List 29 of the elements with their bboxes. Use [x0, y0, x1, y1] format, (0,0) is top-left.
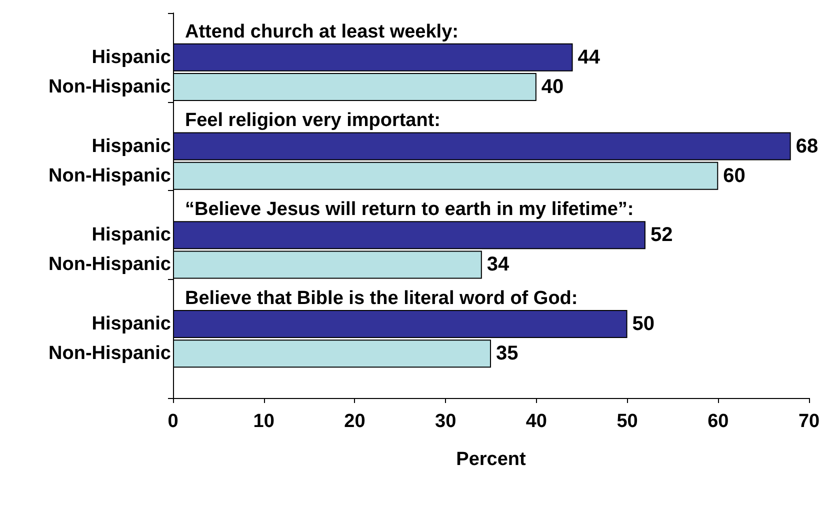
data-label: 44: [578, 46, 601, 68]
data-label: 34: [486, 254, 510, 276]
x-axis-title: Percent: [456, 449, 527, 470]
data-label: 60: [723, 164, 746, 187]
y-tick-label: Hispanic: [92, 136, 172, 157]
y-tick-label: Hispanic: [92, 46, 172, 68]
data-label: 50: [632, 312, 655, 335]
annotation: “Believe Jesus will return to earth in my lifetime”:: [185, 199, 634, 220]
data-label: 35: [496, 342, 518, 365]
data-label: 52: [650, 224, 673, 246]
y-tick-label: Hispanic: [92, 313, 172, 334]
y-tick-label: Non-Hispanic: [48, 343, 172, 364]
annotation: Attend church at least weekly:: [185, 21, 458, 42]
x-tick-label: 0: [168, 411, 178, 432]
x-tick-label: 20: [344, 411, 366, 432]
x-tick-label: 60: [708, 411, 729, 432]
data-label: 40: [541, 76, 564, 98]
annotation: Feel religion very important:: [185, 110, 440, 132]
annotation: Believe that Bible is the literal word of God:: [185, 288, 578, 309]
data-label: 68: [796, 135, 818, 158]
y-tick-label: Non-Hispanic: [48, 165, 172, 186]
x-tick-label: 50: [616, 411, 638, 432]
y-tick-label: Non-Hispanic: [48, 76, 172, 98]
y-tick-label: Hispanic: [92, 224, 172, 246]
x-tick-label: 10: [253, 411, 274, 432]
x-tick-label: 40: [526, 411, 547, 432]
x-tick-label: 30: [435, 411, 456, 432]
x-tick-label: 70: [798, 411, 820, 432]
y-tick-label: Non-Hispanic: [48, 254, 172, 276]
